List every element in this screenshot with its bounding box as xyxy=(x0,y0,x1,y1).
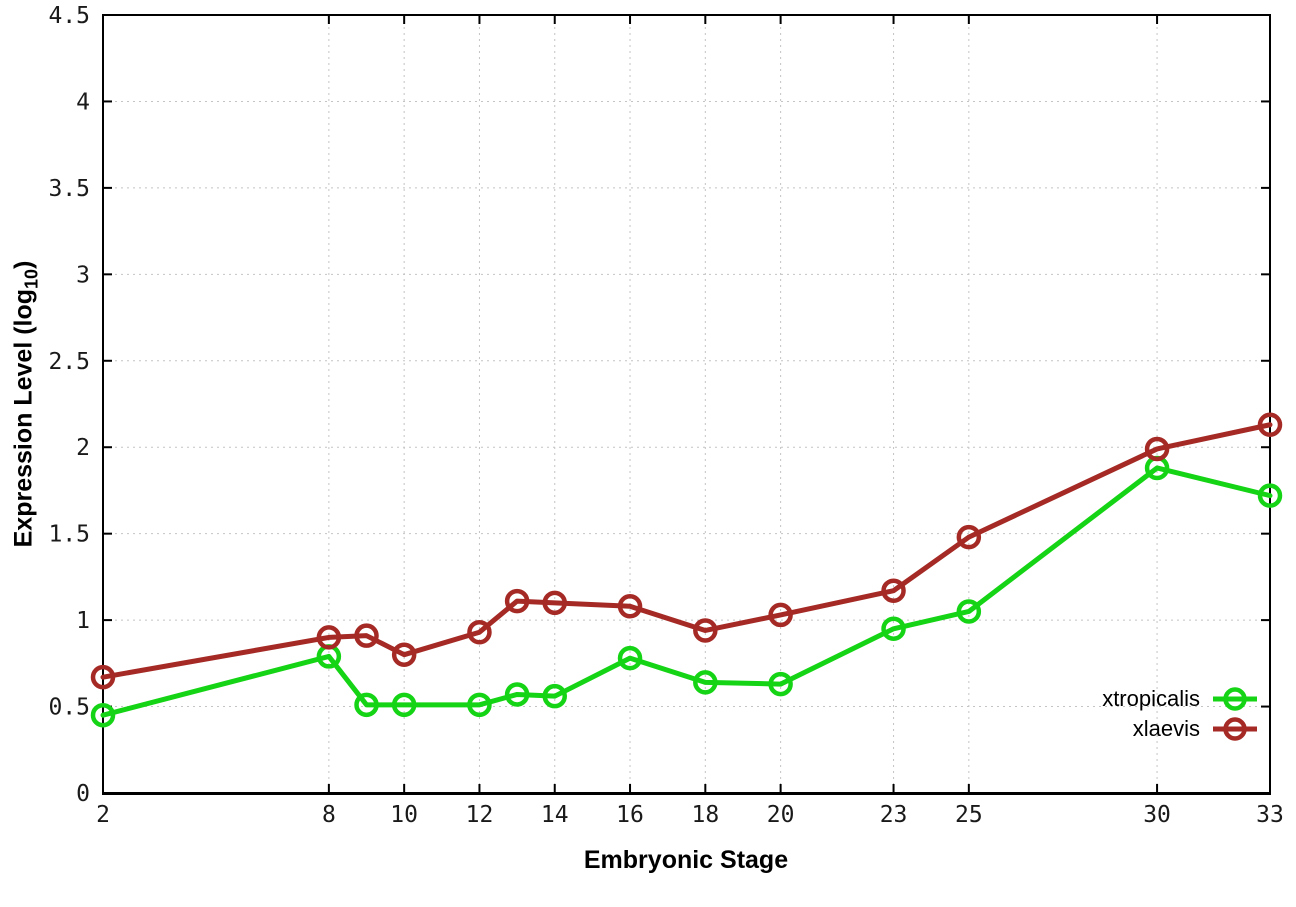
data-point-xlaevis xyxy=(693,618,718,643)
series-line-xtropicalis xyxy=(100,465,1273,718)
x-tick-label: 20 xyxy=(767,802,795,828)
legend-item-xtropicalis: xtropicalis xyxy=(1102,685,1258,713)
data-point-xtropicalis xyxy=(693,670,718,695)
y-tick-label: 1.5 xyxy=(48,522,90,548)
data-point-xlaevis xyxy=(467,619,492,645)
data-point-xlaevis xyxy=(956,524,982,550)
legend: xtropicalis xlaevis xyxy=(1102,685,1258,743)
x-tick-label: 14 xyxy=(541,802,569,828)
data-point-xtropicalis xyxy=(617,645,643,671)
y-tick-label: 3.5 xyxy=(48,176,90,202)
x-tick-label: 33 xyxy=(1256,802,1284,828)
data-point-xlaevis xyxy=(617,594,643,619)
data-point-xtropicalis xyxy=(467,692,492,718)
data-point-xtropicalis xyxy=(881,616,906,642)
y-tick-label: 0 xyxy=(76,781,90,807)
data-point-xtropicalis xyxy=(1257,483,1283,508)
x-tick-label: 10 xyxy=(390,802,418,828)
y-tick-label: 2.5 xyxy=(48,349,90,375)
data-point-xtropicalis xyxy=(542,683,567,709)
data-point-xlaevis xyxy=(542,590,567,616)
x-tick-label: 18 xyxy=(691,802,719,828)
data-point-xlaevis xyxy=(354,623,379,648)
data-point-xtropicalis xyxy=(354,692,379,718)
data-point-xlaevis xyxy=(768,602,793,628)
x-tick-label: 12 xyxy=(466,802,494,828)
data-point-xlaevis xyxy=(1144,436,1170,462)
data-point-xtropicalis xyxy=(504,682,530,707)
data-point-xtropicalis xyxy=(768,671,793,697)
x-tick-label: 2 xyxy=(96,802,110,828)
legend-label-xlaevis: xlaevis xyxy=(1132,716,1200,741)
y-tick-label: 4 xyxy=(76,89,90,115)
y-tick-label: 4.5 xyxy=(48,3,90,29)
x-axis-title: Embryonic Stage xyxy=(583,846,789,874)
data-point-xtropicalis xyxy=(90,702,116,728)
legend-label-xtropicalis: xtropicalis xyxy=(1102,686,1200,711)
data-point-xlaevis xyxy=(1257,412,1283,437)
data-point-xtropicalis xyxy=(956,599,982,624)
y-tick-label: 2 xyxy=(76,435,90,461)
legend-marker-xlaevis-icon xyxy=(1213,717,1257,741)
x-tick-label: 16 xyxy=(616,802,644,828)
x-tick-label: 8 xyxy=(322,802,336,828)
y-tick-label: 1 xyxy=(76,608,90,634)
data-point-xtropicalis xyxy=(391,692,417,718)
x-tick-label: 25 xyxy=(955,802,983,828)
x-tick-label: 30 xyxy=(1143,802,1171,828)
data-point-xlaevis xyxy=(316,625,342,650)
series-line-xlaevis xyxy=(100,422,1273,680)
x-tick-label: 23 xyxy=(880,802,908,828)
y-tick-label: 0.5 xyxy=(48,695,90,721)
data-point-xlaevis xyxy=(90,664,116,690)
y-axis-title-subscript: 10 xyxy=(21,268,42,289)
data-point-xlaevis xyxy=(391,642,417,667)
legend-marker-xtropicalis-icon xyxy=(1213,687,1257,711)
legend-item-xlaevis: xlaevis xyxy=(1102,715,1258,743)
data-point-xlaevis xyxy=(881,578,906,603)
y-axis-title-text: Expression Level (log xyxy=(9,288,38,548)
y-tick-label: 3 xyxy=(76,262,90,288)
y-axis-title: Expression Level (log10) xyxy=(10,261,43,548)
data-point-xlaevis xyxy=(504,588,530,614)
y-axis-title-close: ) xyxy=(9,260,38,269)
